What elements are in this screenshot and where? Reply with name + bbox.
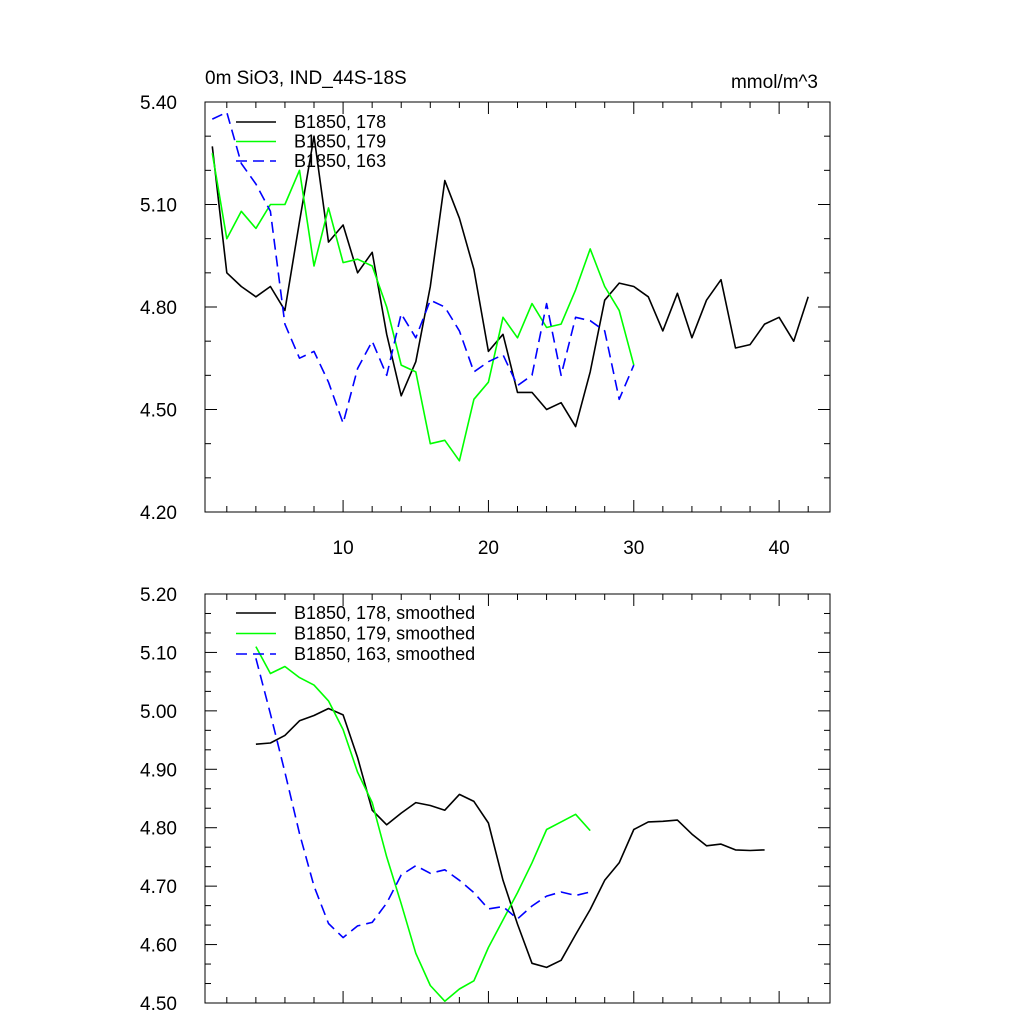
y-tick-label: 4.20: [140, 503, 177, 524]
y-tick-label: 4.80: [140, 298, 177, 319]
series-line-0: [255, 707, 765, 969]
chart-units: mmol/m^3: [731, 72, 818, 93]
top-chart-panel: 0m SiO3, IND_44S-18S mmol/m^3 10 20 30 40 4.…: [140, 68, 831, 559]
y-tick-label: 4.50: [140, 994, 177, 1015]
y-tick-label: 5.40: [140, 93, 177, 114]
y-tick-label: 5.10: [140, 643, 177, 664]
y-tick-label: 4.50: [140, 401, 177, 422]
x-tick-label: 20: [478, 538, 499, 559]
series-line-1: [211, 153, 635, 462]
chart-title: 0m SiO3, IND_44S-18S: [205, 68, 407, 89]
y-tick-label: 5.20: [140, 585, 177, 606]
y-tick-label: 4.70: [140, 877, 177, 898]
y-tick-label: 5.10: [140, 196, 177, 217]
y-tick-label: 5.00: [140, 702, 177, 723]
series-line-1: [255, 646, 591, 1003]
y-tick-label: 4.90: [140, 760, 177, 781]
legend-label: B1850, 179: [294, 132, 386, 152]
series-line-0: [211, 135, 809, 428]
legend-label: B1850, 163, smoothed: [294, 644, 475, 664]
series-line-2: [211, 111, 635, 425]
y-tick-label: 4.80: [140, 819, 177, 840]
legend-label: B1850, 163: [294, 151, 386, 171]
y-tick-label: 4.60: [140, 936, 177, 957]
x-tick-label: 40: [769, 538, 790, 559]
series-line-2: [255, 658, 591, 939]
legend-label: B1850, 179, smoothed: [294, 624, 475, 644]
x-tick-label: 10: [333, 538, 354, 559]
legend-label: B1850, 178: [294, 112, 386, 132]
legend-label: B1850, 178, smoothed: [294, 603, 475, 623]
bottom-chart-panel: 4.50 4.60 4.70 4.80 4.90 5.00 5.10 5.20 B1850, 1…: [140, 585, 831, 1015]
x-tick-label: 30: [623, 538, 644, 559]
